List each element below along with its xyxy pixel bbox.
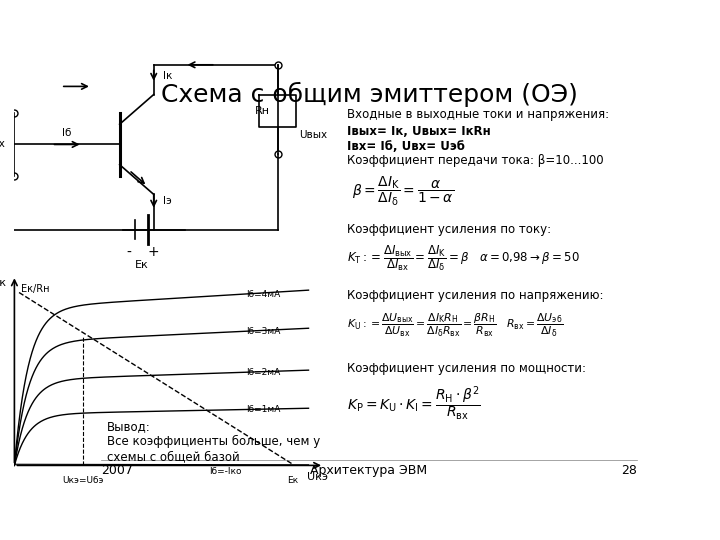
Text: Коэффициент передачи тока: β=10...100: Коэффициент передачи тока: β=10...100 (347, 154, 603, 167)
Text: Iб=4мА: Iб=4мА (247, 291, 281, 299)
Text: Вывод:
Все коэффициенты больше, чем у
схемы с общей базой: Вывод: Все коэффициенты больше, чем у сх… (107, 420, 320, 463)
Text: Uкэ: Uкэ (307, 472, 328, 482)
Text: Коэффициент усиления по напряжению:: Коэффициент усиления по напряжению: (347, 289, 603, 302)
Text: Iб=-Iко: Iб=-Iко (209, 467, 241, 476)
Text: Ек/Rн: Ек/Rн (21, 284, 49, 294)
Text: Iк: Iк (0, 278, 7, 288)
Text: Ек: Ек (135, 260, 148, 269)
Text: Iб=2мА: Iб=2мА (247, 368, 281, 377)
Text: Iб: Iб (63, 127, 72, 138)
Text: $\beta = \dfrac{\Delta I_{\rm K}}{\Delta I_{\rm \delta}} = \dfrac{\alpha}{1 - \a: $\beta = \dfrac{\Delta I_{\rm K}}{\Delta… (352, 175, 454, 208)
Text: +: + (148, 246, 160, 259)
Text: Iвх= Iб, Uвх= Uэб: Iвх= Iб, Uвх= Uэб (347, 140, 464, 153)
Text: Iк: Iк (163, 71, 172, 80)
Text: Коэффициент усиления по току:: Коэффициент усиления по току: (347, 223, 551, 236)
Text: Iэ: Iэ (163, 196, 172, 206)
Text: Iвых= Iк, Uвых= IкRн: Iвых= Iк, Uвых= IкRн (347, 125, 490, 138)
Text: Входные в выходные токи и напряжения:: Входные в выходные токи и напряжения: (347, 109, 609, 122)
Text: Rн: Rн (255, 106, 269, 116)
Text: 2007: 2007 (101, 464, 133, 477)
Text: Архитектура ЭВМ: Архитектура ЭВМ (310, 464, 428, 477)
Text: Схема с общим эмиттером (ОЭ): Схема с общим эмиттером (ОЭ) (161, 82, 577, 106)
Text: $K_{\rm T} := \dfrac{\Delta I_{\rm \text{вых}}}{\Delta I_{\rm \text{вх}}} = \dfr: $K_{\rm T} := \dfrac{\Delta I_{\rm \text… (347, 244, 580, 273)
Text: Коэффициент усиления по мощности:: Коэффициент усиления по мощности: (347, 362, 585, 375)
Text: Uкэ=Uбэ: Uкэ=Uбэ (62, 476, 103, 485)
Text: Uвх: Uвх (0, 139, 5, 150)
Text: Ек: Ек (287, 476, 299, 485)
Text: Iб=1мА: Iб=1мА (247, 405, 281, 414)
Text: Iб=3мА: Iб=3мА (247, 327, 281, 336)
Text: 28: 28 (621, 464, 637, 477)
Text: $K_{\rm U} := \dfrac{\Delta U_{\rm \text{вых}}}{\Delta U_{\rm \text{вх}}} = \dfr: $K_{\rm U} := \dfrac{\Delta U_{\rm \text… (347, 312, 563, 339)
Text: -: - (127, 246, 131, 259)
Text: Uвых: Uвых (300, 130, 328, 140)
Text: $K_{\rm P} = K_{\rm U} \cdot K_{\rm I} = \dfrac{R_{\rm H} \cdot \beta^2}{R_{\rm : $K_{\rm P} = K_{\rm U} \cdot K_{\rm I} =… (347, 385, 480, 423)
